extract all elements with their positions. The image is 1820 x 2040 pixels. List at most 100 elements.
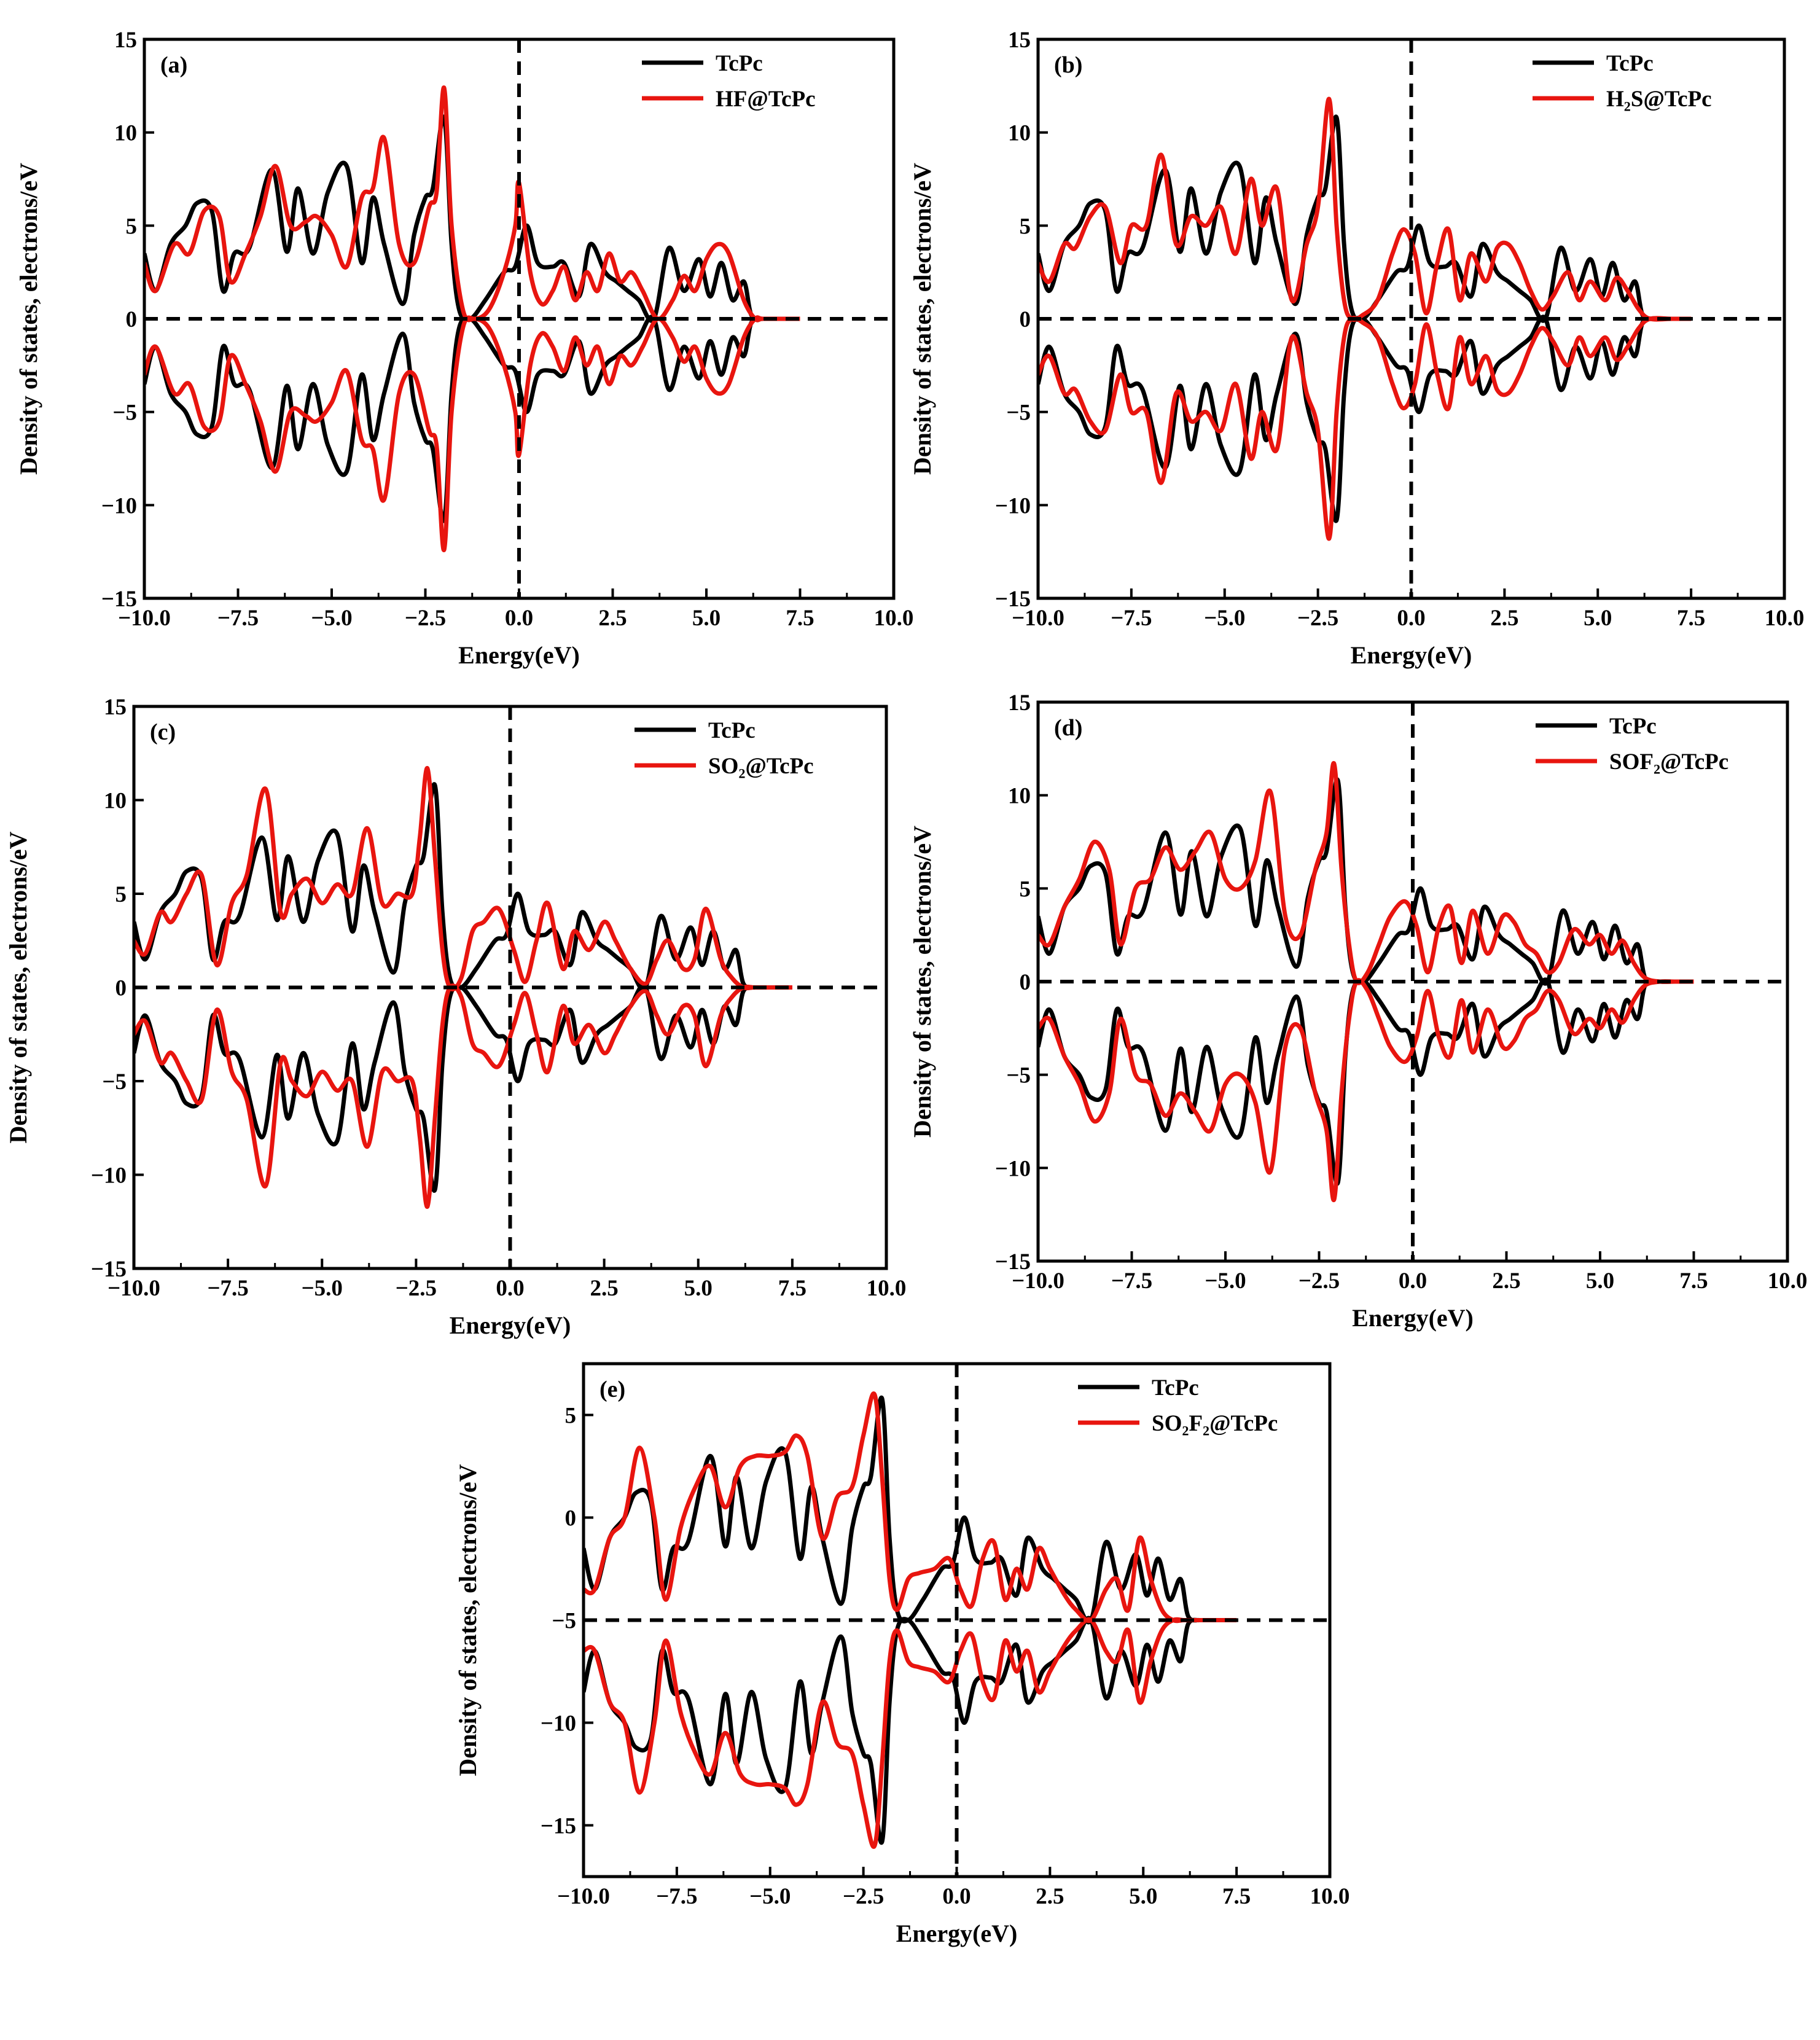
legend-label: TcPc <box>1609 714 1657 739</box>
chart-panel-b: −10.0 −7.5 −5.0 −2.5 0.0 2.5 5.0 7.5 10.0 −15 −10 −… <box>908 28 1804 669</box>
x-tick-label: −10.0 <box>557 1884 610 1909</box>
x-axis-title: Energy(eV) <box>896 1920 1018 1947</box>
x-tick-label: 0.0 <box>505 606 533 631</box>
series-line-adsorbed-spin-down <box>1038 316 1692 541</box>
series-line-adsorbed-spin-down <box>584 1617 1237 1849</box>
y-tick-label: −5 <box>552 1609 576 1634</box>
x-tick-label: −7.5 <box>1111 606 1152 631</box>
y-tick-label: −10 <box>995 493 1031 518</box>
y-tick-label: 15 <box>104 695 127 720</box>
y-tick-label: −15 <box>541 1814 576 1839</box>
y-tick-label: 5 <box>1020 877 1031 902</box>
x-tick-label: 5.0 <box>692 606 721 631</box>
y-tick-label: 5 <box>1020 214 1031 239</box>
x-tick-label: 10.0 <box>874 606 914 631</box>
panel-label: (a) <box>160 52 187 78</box>
x-tick-label: 7.5 <box>1222 1884 1251 1909</box>
x-tick-label: 5.0 <box>684 1276 713 1301</box>
x-tick-label: 5.0 <box>1584 606 1612 631</box>
legend-label: TcPc <box>1152 1375 1199 1401</box>
x-tick-label: 0.0 <box>496 1276 524 1301</box>
y-tick-label: −15 <box>91 1257 127 1282</box>
x-tick-label: −5.0 <box>1204 606 1245 631</box>
chart-panel-e: −10.0 −7.5 −5.0 −2.5 0.0 2.5 5.0 7.5 10.0 −15 −10 −… <box>454 1362 1350 1947</box>
x-tick-label: 2.5 <box>598 606 627 631</box>
x-tick-label: 10.0 <box>1765 606 1805 631</box>
y-tick-label: 15 <box>114 28 137 53</box>
x-tick-label: 0.0 <box>942 1884 971 1909</box>
x-tick-label: 5.0 <box>1129 1884 1157 1909</box>
x-tick-label: −7.5 <box>217 606 259 631</box>
y-tick-label: 0 <box>1020 970 1031 995</box>
x-tick-label: 0.0 <box>1397 606 1425 631</box>
x-tick-label: 2.5 <box>1492 1268 1520 1294</box>
x-tick-label: −10.0 <box>118 606 171 631</box>
x-tick-label: −2.5 <box>843 1884 884 1909</box>
x-tick-label: 10.0 <box>867 1276 907 1301</box>
x-tick-label: −10.0 <box>1012 1268 1064 1294</box>
series-line-tcpc-spin-up <box>134 782 756 991</box>
x-tick-label: 2.5 <box>1490 606 1518 631</box>
y-tick-label: 15 <box>1008 690 1031 716</box>
x-tick-label: 2.5 <box>590 1276 619 1301</box>
series-line-adsorbed-spin-up <box>1038 96 1692 322</box>
legend-label: TcPc <box>716 51 763 76</box>
x-axis-title: Energy(eV) <box>1351 641 1472 669</box>
y-tick-label: −10 <box>995 1156 1031 1181</box>
y-tick-label: 15 <box>1008 28 1031 53</box>
legend-label: TcPc <box>708 718 756 743</box>
legend: TcPc SO₂@TcPc <box>635 718 814 779</box>
y-tick-label: −5 <box>1006 1063 1031 1088</box>
series-line-adsorbed-spin-up <box>144 85 800 322</box>
legend-label: SOF₂@TcPc <box>1609 749 1728 775</box>
y-tick-label: 10 <box>1008 784 1031 809</box>
legend-label: H₂S@TcPc <box>1606 87 1712 112</box>
legend-label: TcPc <box>1606 51 1654 76</box>
legend: TcPc SO₂F₂@TcPc <box>1078 1375 1278 1436</box>
series-line-tcpc-spin-down <box>134 983 756 1193</box>
y-axis-title: Density of states, electrons/eV <box>908 826 936 1138</box>
x-tick-label: −2.5 <box>396 1276 437 1301</box>
y-axis-title: Density of states, electrons/eV <box>4 831 32 1143</box>
y-tick-label: −10 <box>541 1711 576 1737</box>
series-line-tcpc-spin-up <box>584 1395 1200 1625</box>
x-tick-label: −10.0 <box>107 1276 160 1301</box>
x-tick-label: 0.0 <box>1399 1268 1427 1294</box>
y-axis-title: Density of states, electrons/eV <box>15 163 42 475</box>
x-tick-label: 7.5 <box>1679 1268 1708 1294</box>
x-tick-label: −7.5 <box>1111 1268 1152 1294</box>
x-tick-label: −2.5 <box>1297 606 1338 631</box>
panel-label: (d) <box>1054 715 1082 741</box>
y-tick-label: −15 <box>995 1249 1031 1275</box>
x-tick-label: 5.0 <box>1586 1268 1614 1294</box>
x-axis-title: Energy(eV) <box>458 641 580 669</box>
chart-panel-c: −10.0 −7.5 −5.0 −2.5 0.0 2.5 5.0 7.5 10.0 −15 −10 −… <box>4 695 906 1339</box>
y-axis-title: Density of states, electrons/eV <box>908 163 936 475</box>
y-tick-label: 10 <box>104 789 127 814</box>
x-tick-label: −7.5 <box>656 1884 697 1909</box>
x-tick-label: −5.0 <box>302 1276 343 1301</box>
y-tick-label: 0 <box>1020 307 1031 332</box>
x-tick-label: 7.5 <box>1677 606 1705 631</box>
x-tick-label: 2.5 <box>1036 1884 1064 1909</box>
x-tick-label: −5.0 <box>1205 1268 1246 1294</box>
y-tick-label: 0 <box>565 1506 577 1531</box>
x-axis-title: Energy(eV) <box>1352 1304 1474 1332</box>
panels-container: −10.0 −7.5 −5.0 −2.5 0.0 2.5 5.0 7.5 10.0 −15 −10 −… <box>4 28 1807 1947</box>
x-tick-label: 7.5 <box>786 606 814 631</box>
y-tick-label: 10 <box>1008 121 1031 146</box>
y-axis-title: Density of states, electrons/eV <box>454 1464 482 1776</box>
x-tick-label: 10.0 <box>1768 1268 1808 1294</box>
x-tick-label: −7.5 <box>207 1276 248 1301</box>
series-line-adsorbed-spin-up <box>134 766 792 991</box>
series-line-tcpc-spin-down <box>1038 315 1655 523</box>
legend-label: SO₂@TcPc <box>708 754 814 779</box>
x-tick-label: 10.0 <box>1310 1884 1350 1909</box>
y-tick-label: −5 <box>112 401 137 426</box>
y-tick-label: 5 <box>115 882 127 907</box>
panel-label: (c) <box>150 719 176 745</box>
x-tick-label: −2.5 <box>1299 1268 1340 1294</box>
panel-label: (e) <box>600 1377 625 1402</box>
